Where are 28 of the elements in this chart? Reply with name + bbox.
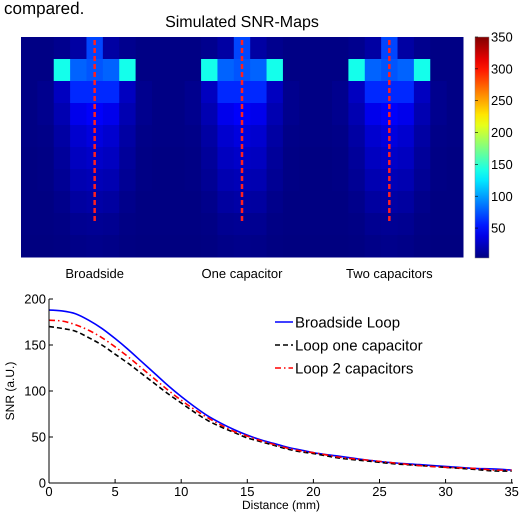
color-bar-label: 250 [491, 93, 513, 108]
x-tick-label: 25 [372, 484, 387, 499]
text: compared. [4, 0, 84, 18]
x-tick-label: Broadside [65, 266, 124, 281]
x-tick-label: 15 [240, 484, 255, 499]
color-bar-label: 300 [491, 61, 513, 76]
x-tick-label: One capacitor [202, 266, 284, 281]
y-tick-label: 200 [24, 292, 46, 307]
color-bar-label: 50 [491, 220, 506, 236]
x-tick-label: 20 [306, 484, 321, 499]
color-bar-label: 100 [491, 188, 513, 204]
x-axis-title: Distance (mm) [242, 498, 320, 512]
x-tick-label: 30 [438, 484, 453, 499]
y-tick-label: 50 [32, 430, 46, 445]
legend-label: Loop 2 capacitors [295, 360, 414, 378]
x-tick-label: 5 [111, 484, 119, 499]
x-tick-label: Two capacitors [346, 266, 434, 281]
color-bar-label: 350 [491, 30, 513, 45]
x-tick-label: 35 [504, 484, 519, 499]
y-axis-title: SNR (a.U.) [3, 362, 17, 420]
chart-title: Simulated SNR-Maps [165, 14, 319, 31]
y-tick-label: 100 [24, 384, 46, 399]
color-bar-label: 200 [491, 125, 513, 140]
legend-label: Broadside Loop [295, 314, 400, 332]
y-tick-label: 150 [24, 338, 46, 353]
legend-label: Loop one capacitor [295, 337, 423, 354]
color-bar-label: 150 [491, 156, 513, 172]
x-tick-label: 10 [174, 484, 188, 499]
